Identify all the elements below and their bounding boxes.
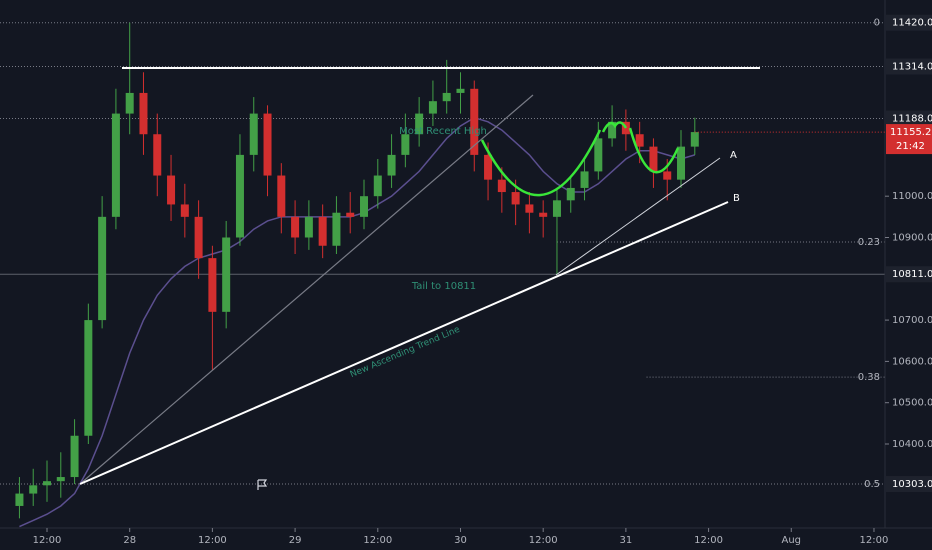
annotation: Most Recent High bbox=[399, 126, 487, 137]
x-tick-label: 12:00 bbox=[694, 535, 723, 546]
candle-body bbox=[635, 134, 644, 147]
cup-curve bbox=[480, 129, 602, 197]
candle-body bbox=[525, 204, 534, 213]
candle-body bbox=[291, 216, 300, 238]
candle-body bbox=[15, 493, 24, 506]
candle-body bbox=[180, 204, 189, 217]
cup-curve bbox=[628, 127, 680, 174]
price-label-box bbox=[886, 266, 932, 283]
candle-body bbox=[415, 113, 424, 135]
candle-body bbox=[332, 212, 341, 246]
candle-body bbox=[263, 113, 272, 176]
last-price-label: 11155.22 bbox=[890, 127, 932, 138]
flag-icon bbox=[257, 479, 268, 490]
annotation: Tail to 10811 bbox=[411, 281, 476, 292]
x-tick-label: 31 bbox=[620, 535, 633, 546]
candle-body bbox=[442, 92, 451, 102]
candle-body bbox=[167, 175, 176, 205]
candle-body bbox=[663, 171, 672, 180]
candle-body bbox=[608, 121, 617, 139]
price-label-box bbox=[886, 58, 932, 75]
fib-label: 0.38 bbox=[858, 372, 880, 383]
candle-body bbox=[552, 200, 561, 217]
price-label-box bbox=[886, 476, 932, 493]
candle-body bbox=[539, 212, 548, 217]
x-tick-label: 12:00 bbox=[33, 535, 62, 546]
y-tick-label: 10500.00 bbox=[892, 398, 932, 409]
candle-body bbox=[153, 134, 162, 176]
candle-body bbox=[373, 175, 382, 197]
candle-body bbox=[470, 88, 479, 155]
price-label: 10811.00 bbox=[892, 269, 932, 280]
candle-body bbox=[98, 216, 107, 321]
levels bbox=[0, 22, 885, 528]
moving-average bbox=[19, 116, 696, 528]
trend-line-b bbox=[79, 201, 729, 485]
price-label: 11188.00 bbox=[892, 114, 932, 125]
candle-body bbox=[111, 113, 120, 217]
candle-body bbox=[208, 258, 217, 312]
candle-body bbox=[649, 146, 658, 172]
countdown-label: 21:42 bbox=[896, 141, 925, 152]
line-label: A bbox=[730, 150, 737, 161]
x-tick-label: 12:00 bbox=[860, 535, 889, 546]
candle-body bbox=[29, 485, 38, 494]
trend-line-a bbox=[555, 157, 721, 276]
fib-label: 0.23 bbox=[858, 237, 880, 248]
x-tick-label: Aug bbox=[782, 535, 802, 546]
price-label: 10303.08 bbox=[892, 479, 932, 490]
fib-label: 0.5 bbox=[864, 479, 880, 490]
line-label: B bbox=[733, 193, 740, 204]
candle-body bbox=[194, 216, 203, 259]
candle-body bbox=[304, 216, 313, 238]
y-tick-label: 10700.00 bbox=[892, 315, 932, 326]
y-tick-label: 11000.00 bbox=[892, 191, 932, 202]
candle-body bbox=[346, 212, 355, 217]
y-tick-label: 10900.00 bbox=[892, 232, 932, 243]
x-tick-label: 12:00 bbox=[529, 535, 558, 546]
candle-body bbox=[428, 101, 437, 114]
handle-curve bbox=[601, 121, 628, 133]
candle-body bbox=[456, 88, 465, 93]
candle-body bbox=[84, 320, 93, 436]
candle-body bbox=[56, 477, 65, 482]
x-tick-label: 29 bbox=[289, 535, 302, 546]
candle-body bbox=[249, 113, 258, 155]
x-tick-label: 12:00 bbox=[198, 535, 227, 546]
candle-body bbox=[580, 171, 589, 188]
price-label: 11314.00 bbox=[892, 61, 932, 72]
candle-body bbox=[70, 435, 79, 478]
price-label-box bbox=[886, 14, 932, 31]
candle-body bbox=[690, 132, 699, 147]
x-tick-label: 12:00 bbox=[363, 535, 392, 546]
candle-body bbox=[277, 175, 286, 217]
candle-body bbox=[42, 481, 51, 486]
candle-body bbox=[594, 138, 603, 172]
price-label: 11420.00 bbox=[892, 18, 932, 29]
candle-body bbox=[677, 146, 686, 180]
y-tick-label: 10400.00 bbox=[892, 439, 932, 450]
candle-body bbox=[511, 192, 520, 205]
candle-body bbox=[235, 154, 244, 238]
candle-body bbox=[497, 179, 506, 193]
candle-body bbox=[387, 154, 396, 176]
candle-body bbox=[360, 196, 369, 217]
price-label-box bbox=[886, 110, 932, 127]
candle-body bbox=[125, 92, 134, 114]
last-price-box bbox=[886, 124, 932, 155]
candle-body bbox=[318, 216, 327, 246]
fib-label: 0 bbox=[874, 18, 880, 29]
candle-body bbox=[566, 187, 575, 201]
candle-body bbox=[139, 92, 148, 135]
x-tick-label: 30 bbox=[454, 535, 467, 546]
candle-body bbox=[484, 154, 493, 180]
x-tick-label: 28 bbox=[123, 535, 136, 546]
y-tick-label: 10600.00 bbox=[892, 356, 932, 367]
trend-line bbox=[79, 94, 534, 485]
candle-body bbox=[222, 237, 231, 312]
candle-body bbox=[401, 134, 410, 155]
